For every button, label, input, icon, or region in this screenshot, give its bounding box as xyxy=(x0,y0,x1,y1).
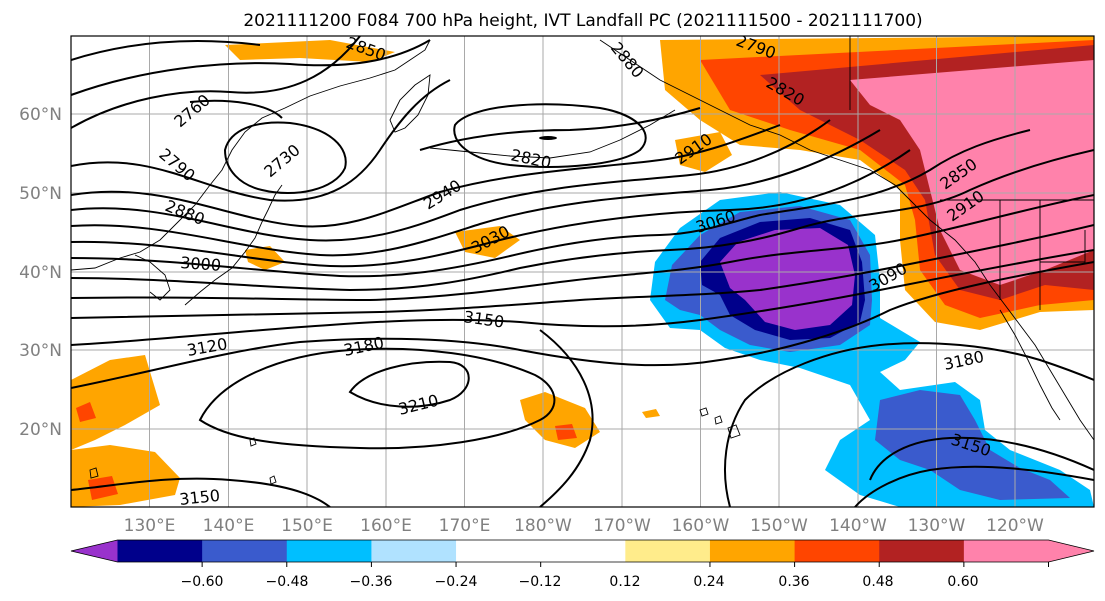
height-contours xyxy=(71,36,1094,507)
ivt-red-southwest xyxy=(88,476,118,500)
contour-line xyxy=(71,261,1094,389)
map-frame xyxy=(70,35,1095,508)
contour-line xyxy=(419,107,701,151)
colorbar-tick-label: −0.48 xyxy=(266,574,309,590)
contour-line xyxy=(348,360,470,408)
colorbar-ticks xyxy=(201,562,1049,567)
contour-line xyxy=(71,39,431,96)
contour-line xyxy=(869,436,1094,481)
coastline-alaska xyxy=(599,39,1094,441)
coastline-east-asia xyxy=(71,39,431,271)
colorbar-segment xyxy=(879,540,965,562)
contour-line xyxy=(71,79,451,202)
lat-label: 40°N xyxy=(19,263,62,283)
colorbar-extend-min xyxy=(71,540,118,562)
coastline-baja xyxy=(999,309,1061,421)
contour-line xyxy=(539,329,594,507)
colorbar-tick-label: 0.60 xyxy=(947,574,978,590)
colorbar-outline xyxy=(70,539,1095,563)
colorbar-segment xyxy=(625,540,711,562)
colorbar-segment xyxy=(202,540,288,562)
contour-line xyxy=(71,129,1031,278)
map-panel: 2850 2880 2790 2820 2760 2730 2820 2790 … xyxy=(70,35,1095,509)
ivt-purple-region xyxy=(720,228,855,330)
colorbar-tick-label: −0.12 xyxy=(519,574,562,590)
lat-axis: 60°N 50°N 40°N 30°N 20°N xyxy=(19,105,62,440)
ivt-pink-region xyxy=(850,60,1094,285)
colorbar-segments xyxy=(70,539,1095,563)
coastline-aleutians xyxy=(429,109,676,159)
lon-label: 140°W xyxy=(829,516,887,536)
contour-line xyxy=(724,342,1094,507)
lat-label: 20°N xyxy=(19,420,62,440)
colorbar-extend-max xyxy=(1048,540,1094,562)
ivt-orange-small-patch xyxy=(642,409,660,418)
lat-label: 60°N xyxy=(19,105,62,125)
colorbar-segment xyxy=(540,540,626,562)
colorbar-tick-label: 0.24 xyxy=(693,574,724,590)
ivt-orange-subtropical-west xyxy=(71,355,160,450)
lon-axis: 130°E 140°E 150°E 160°E 170°E 180°W 170°… xyxy=(124,516,1044,536)
lon-label: 130°E xyxy=(124,516,176,536)
ivt-orange-central-pacific xyxy=(455,226,520,258)
colorbar-segment xyxy=(371,540,457,562)
colorbar-segment xyxy=(456,540,542,562)
lon-label: 120°W xyxy=(986,516,1044,536)
colorbar-segment xyxy=(286,540,372,562)
lon-label: 160°E xyxy=(360,516,412,536)
contour-line xyxy=(71,129,881,257)
lon-label: 150°E xyxy=(281,516,333,536)
contour-line xyxy=(71,477,331,507)
contour-line xyxy=(71,249,1094,346)
lat-label: 50°N xyxy=(19,184,62,204)
colorbar-tick-label: 0.12 xyxy=(609,574,640,590)
contour-line xyxy=(71,194,1094,302)
lon-label: 170°W xyxy=(593,516,651,536)
contour-line xyxy=(71,36,361,129)
lat-label: 30°N xyxy=(19,341,62,361)
lon-label: 170°E xyxy=(439,516,491,536)
ivt-red-hawaii-west xyxy=(555,424,577,440)
contour-line xyxy=(453,103,647,168)
low-center-marker xyxy=(539,136,557,140)
lon-label: 150°W xyxy=(750,516,808,536)
lon-label: 160°W xyxy=(672,516,730,536)
contour-line xyxy=(198,347,556,450)
contour-line xyxy=(71,124,781,228)
contour-line xyxy=(189,99,283,119)
colorbar-tick-label: 0.48 xyxy=(862,574,893,590)
colorbar-segment xyxy=(117,540,203,562)
ivt-red-subtropical-west xyxy=(76,402,96,422)
contour-line xyxy=(854,465,1094,507)
contour-line xyxy=(71,149,1094,292)
colorbar-segment xyxy=(963,540,1049,562)
lon-label: 180°W xyxy=(514,516,572,536)
contour-label: 3000 xyxy=(180,253,222,275)
colorbar-tick-label: −0.24 xyxy=(435,574,478,590)
colorbar-tick-label: −0.36 xyxy=(350,574,393,590)
colorbar-segment xyxy=(709,540,796,562)
colorbar-tick-label: −0.60 xyxy=(181,574,224,590)
lon-label: 140°E xyxy=(203,516,255,536)
map-content: 2850 2880 2790 2820 2760 2730 2820 2790 … xyxy=(71,36,1094,509)
ivt-orange-japan xyxy=(245,246,285,270)
contour-line xyxy=(71,39,261,61)
contour-label: 3150 xyxy=(178,486,220,509)
lon-label: 130°W xyxy=(908,516,966,536)
contour-line xyxy=(71,224,1094,319)
colorbar-segment xyxy=(794,540,880,562)
ivt-blue-east-region xyxy=(875,390,1070,500)
contour-line xyxy=(71,149,911,268)
colorbar: −0.60 −0.48 −0.36 −0.24 −0.12 0.12 0.24 … xyxy=(70,539,1095,590)
contour-line xyxy=(71,119,831,242)
ivt-orange-hawaii-west xyxy=(520,392,600,448)
contour-line xyxy=(223,121,347,194)
colorbar-tick-label: 0.36 xyxy=(778,574,809,590)
figure-title: 2021111200 F084 700 hPa height, IVT Land… xyxy=(243,11,922,31)
